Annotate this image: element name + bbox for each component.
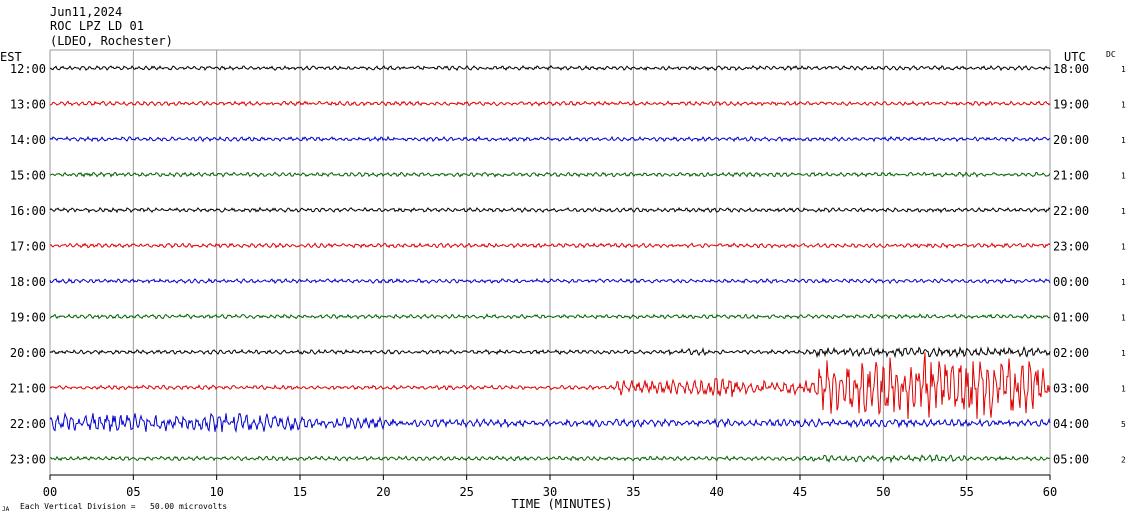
utc-time-label: 00:00 (1053, 275, 1089, 289)
est-time-label: 22:00 (10, 417, 46, 431)
dc-offset-label: 1 (1121, 278, 1126, 287)
dc-offset-label: 1 (1121, 172, 1126, 181)
trace-group (49, 64, 1051, 464)
dc-offset-label: 2 (1121, 456, 1126, 465)
x-tick-label: 05 (126, 485, 140, 499)
seismic-trace (49, 64, 1051, 72)
x-tick-label: 00 (43, 485, 57, 499)
left-timezone-label: EST (0, 50, 22, 64)
seismic-trace (49, 313, 1051, 320)
x-tick-label: 30 (543, 485, 557, 499)
est-time-label: 23:00 (10, 453, 46, 467)
utc-time-label: 22:00 (1053, 204, 1089, 218)
est-time-label: 19:00 (10, 311, 46, 325)
utc-time-label: 01:00 (1053, 311, 1089, 325)
seismic-trace (49, 277, 1051, 285)
x-tick-label: 10 (209, 485, 223, 499)
header-date: Jun11,2024 (50, 5, 122, 19)
x-tick-label: 15 (293, 485, 307, 499)
utc-time-label: 18:00 (1053, 62, 1089, 76)
utc-time-label: 23:00 (1053, 240, 1089, 254)
seismic-trace (49, 352, 1051, 420)
dc-offset-label: 1 (1121, 207, 1126, 216)
right-timezone-label: UTC (1064, 50, 1086, 64)
utc-time-label: 19:00 (1053, 98, 1089, 112)
est-time-label: 18:00 (10, 275, 46, 289)
seismic-trace (49, 412, 1051, 434)
seismic-trace (49, 135, 1051, 143)
x-axis-label: TIME (MINUTES) (511, 497, 612, 511)
est-time-label: 16:00 (10, 204, 46, 218)
est-time-label: 15:00 (10, 169, 46, 183)
x-tick-label: 40 (709, 485, 723, 499)
footer-mark: JA (2, 506, 10, 513)
dc-offset-label: 1 (1121, 243, 1126, 252)
x-tick-label: 45 (793, 485, 807, 499)
row-labels: 12:00 18:00 113:00 19:00 114:00 20:00 115:00 21… (10, 62, 1126, 467)
dc-header-label: DC (1106, 50, 1116, 59)
est-time-label: 20:00 (10, 346, 46, 360)
x-tick-label: 55 (959, 485, 973, 499)
utc-time-label: 05:00 (1053, 453, 1089, 467)
dc-offset-label: 5 (1121, 420, 1126, 429)
dc-offset-label: 1 (1121, 314, 1126, 323)
x-tick-labels: 00 05 10 15 20 25 30 35 40 45 50 55 60 (43, 475, 1057, 499)
utc-time-label: 04:00 (1053, 417, 1089, 431)
utc-time-label: 02:00 (1053, 346, 1089, 360)
dc-offset-label: 1 (1121, 349, 1126, 358)
x-tick-label: 60 (1043, 485, 1057, 499)
utc-time-label: 03:00 (1053, 382, 1089, 396)
est-time-label: 17:00 (10, 240, 46, 254)
dc-offset-label: 1 (1121, 385, 1126, 394)
footer-scale-note: Each Vertical Division = 50.00 microvolt… (20, 502, 227, 511)
seismic-trace (49, 454, 1051, 464)
seismic-trace (49, 100, 1051, 107)
est-time-label: 21:00 (10, 382, 46, 396)
seismic-trace (49, 345, 1051, 359)
dc-offset-label: 1 (1121, 101, 1126, 110)
x-tick-label: 50 (876, 485, 890, 499)
est-time-label: 14:00 (10, 133, 46, 147)
est-time-label: 12:00 (10, 62, 46, 76)
utc-time-label: 21:00 (1053, 169, 1089, 183)
est-time-label: 13:00 (10, 98, 46, 112)
x-tick-label: 25 (459, 485, 473, 499)
x-tick-label: 35 (626, 485, 640, 499)
dc-offset-label: 1 (1121, 136, 1126, 145)
header-station: ROC LPZ LD 01 (50, 19, 144, 33)
seismic-trace (49, 171, 1051, 178)
grid-lines (49, 49, 1051, 476)
dc-offset-label: 1 (1121, 65, 1126, 74)
x-tick-label: 20 (376, 485, 390, 499)
seismic-trace (49, 206, 1051, 214)
utc-time-label: 20:00 (1053, 133, 1089, 147)
header-network: (LDEO, Rochester) (50, 34, 173, 48)
seismic-trace (49, 242, 1051, 249)
